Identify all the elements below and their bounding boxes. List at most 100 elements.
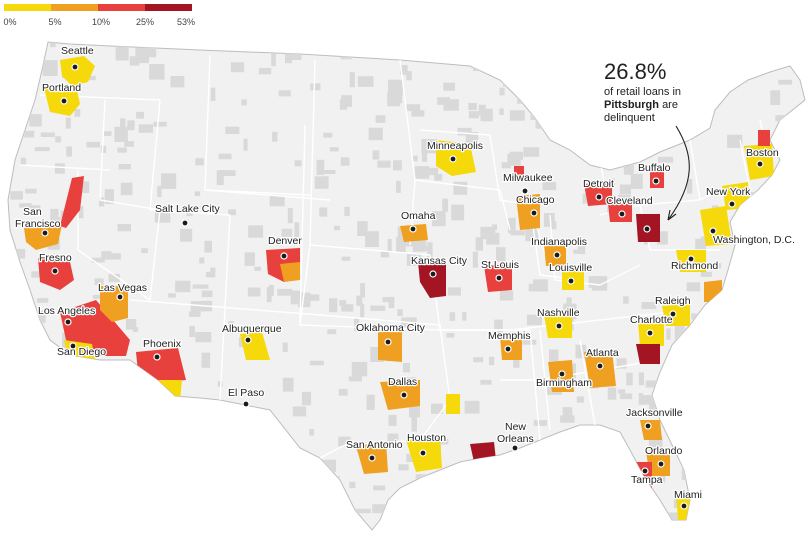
county-patch — [421, 147, 428, 162]
county-patch — [20, 157, 27, 166]
county-patch — [427, 242, 433, 258]
city-label-miami: Miami — [674, 489, 702, 501]
county-patch — [798, 145, 805, 155]
county-patch — [21, 54, 31, 68]
county-patch — [210, 267, 216, 278]
county-patch — [790, 44, 798, 57]
county-patch — [251, 475, 263, 485]
county-patch — [453, 181, 468, 195]
county-patch — [293, 499, 303, 512]
county-patch — [475, 237, 483, 251]
metro-sf — [24, 224, 62, 250]
legend-tick-0: 0% — [3, 17, 17, 27]
city-dot-los-angeles — [64, 318, 72, 326]
county-patch — [158, 488, 171, 498]
county-patch — [201, 290, 213, 298]
county-patch — [689, 427, 695, 432]
county-patch — [781, 512, 790, 517]
city-label-los-angeles: Los Angeles — [38, 305, 95, 317]
county-patch — [264, 421, 279, 434]
city-dot-albuquerque — [244, 336, 252, 344]
county-patch — [674, 326, 685, 340]
county-patch — [348, 376, 362, 382]
county-patch — [194, 421, 201, 433]
county-patch — [780, 125, 786, 130]
city-dot-boston — [756, 160, 764, 168]
county-patch — [131, 455, 141, 465]
county-patch — [225, 126, 240, 134]
county-patch — [355, 508, 371, 514]
county-patch — [377, 160, 391, 168]
county-patch — [13, 282, 22, 290]
county-patch — [195, 332, 212, 343]
county-patch — [271, 53, 276, 67]
county-patch — [764, 196, 774, 206]
county-patch — [759, 198, 772, 209]
county-patch — [105, 253, 121, 260]
county-patch — [137, 484, 154, 498]
county-patch — [630, 173, 643, 189]
city-dot-houston — [419, 449, 427, 457]
county-patch — [573, 249, 581, 254]
county-patch — [241, 99, 247, 106]
metro-dc — [700, 206, 732, 246]
county-patch — [228, 321, 234, 334]
city-dot-pittsburgh — [643, 225, 651, 233]
county-patch — [448, 51, 456, 60]
metro-columbia — [636, 344, 660, 364]
county-patch — [127, 461, 133, 473]
county-patch — [773, 423, 789, 431]
county-patch — [645, 380, 658, 388]
county-patch — [272, 131, 278, 142]
county-patch — [166, 415, 174, 431]
county-patch — [75, 382, 89, 390]
county-patch — [449, 312, 456, 321]
county-patch — [488, 466, 495, 475]
county-patch — [20, 464, 31, 469]
county-patch — [190, 301, 201, 315]
county-patch — [216, 170, 224, 186]
county-patch — [774, 336, 785, 349]
county-patch — [380, 251, 390, 258]
county-patch — [623, 165, 629, 175]
county-patch — [538, 42, 545, 53]
county-patch — [242, 519, 247, 524]
county-patch — [226, 496, 239, 505]
county-patch — [759, 185, 775, 198]
county-patch — [104, 445, 118, 460]
county-patch — [110, 389, 125, 394]
county-patch — [521, 505, 530, 514]
city-label-oklahoma-city: Oklahoma City — [356, 322, 426, 334]
county-patch — [406, 71, 412, 81]
county-patch — [638, 372, 644, 386]
county-patch — [282, 342, 288, 352]
county-patch — [168, 293, 176, 298]
county-patch — [619, 393, 633, 400]
city-dot-buffalo — [652, 177, 660, 185]
county-patch — [19, 203, 32, 208]
legend-segment-25-53 — [145, 4, 192, 11]
city-dot-cleveland — [618, 210, 626, 218]
city-dot-seattle — [71, 63, 79, 71]
county-patch — [387, 433, 399, 449]
county-patch — [438, 51, 445, 64]
city-label-new-orleans: New Orleans — [497, 421, 534, 445]
county-patch — [768, 286, 773, 296]
metro-omaha — [400, 224, 428, 242]
county-patch — [85, 501, 100, 513]
county-patch — [91, 257, 105, 263]
county-patch — [465, 131, 479, 147]
callout-line2: are — [662, 99, 678, 111]
county-patch — [742, 64, 754, 72]
city-label-salt-lake-city: Salt Lake City — [155, 203, 221, 215]
metro-milwaukee — [514, 166, 524, 180]
callout-arrowhead — [667, 209, 677, 221]
county-patch — [434, 173, 443, 181]
county-patch — [775, 450, 780, 465]
county-patch — [127, 482, 133, 493]
city-label-washington-d-c: Washington, D.C. — [713, 234, 795, 246]
county-patch — [218, 153, 232, 160]
city-dot-portland — [60, 97, 68, 105]
legend-tick-10: 10% — [91, 17, 111, 27]
county-patch — [406, 253, 422, 266]
